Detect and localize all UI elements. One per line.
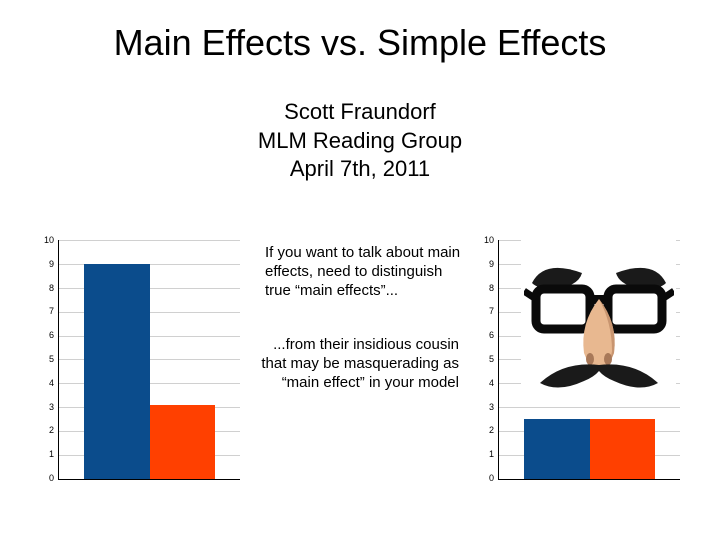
chart-left-bars <box>59 240 240 479</box>
disguise-overlay <box>521 240 676 405</box>
middle-text-block: If you want to talk about main effects, … <box>255 240 465 510</box>
content-row: 012345678910 If you want to talk about m… <box>0 240 720 540</box>
chart-left-yaxis: 012345678910 <box>40 240 58 480</box>
chart-right-plot <box>498 240 680 480</box>
chart-right-yaxis: 012345678910 <box>480 240 498 480</box>
author-line: Scott Fraundorf <box>0 98 720 127</box>
slide-title: Main Effects vs. Simple Effects <box>0 0 720 64</box>
bar <box>524 419 590 479</box>
slide-subtitle: Scott Fraundorf MLM Reading Group April … <box>0 98 720 184</box>
bar <box>84 264 150 479</box>
date-line: April 7th, 2011 <box>0 155 720 184</box>
chart-left: 012345678910 <box>40 240 240 480</box>
bar <box>150 405 216 479</box>
chart-left-plot <box>58 240 240 480</box>
bar <box>590 419 656 479</box>
group-line: MLM Reading Group <box>0 127 720 156</box>
chart-right: 012345678910 <box>480 240 680 480</box>
groucho-disguise-icon <box>524 253 674 393</box>
middle-para-1: If you want to talk about main effects, … <box>255 244 465 300</box>
middle-para-2: ...from their insidious cousin that may … <box>255 336 465 392</box>
